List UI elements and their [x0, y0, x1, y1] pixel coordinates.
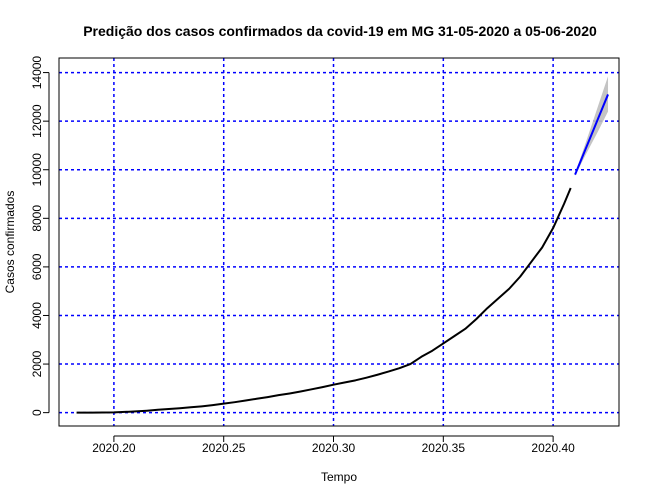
confidence-band-area — [575, 76, 609, 176]
y-tick-label-6: 12000 — [30, 104, 44, 138]
plot-frame — [58, 57, 620, 427]
y-tick-label-0: 0 — [30, 409, 44, 416]
chart-title: Predição dos casos confirmados da covid-… — [83, 23, 597, 39]
grid — [59, 58, 619, 426]
x-axis-label: Tempo — [321, 470, 357, 484]
x-tick-label-0: 2020.20 — [92, 441, 136, 455]
y-tick-label-7: 14000 — [30, 56, 44, 90]
x-tick-label-3: 2020.35 — [422, 441, 466, 455]
y-tick-label-2: 4000 — [30, 302, 44, 329]
x-tick-label-2: 2020.30 — [312, 441, 356, 455]
confidence-band — [575, 76, 609, 176]
y-tick-label-3: 6000 — [30, 253, 44, 280]
y-axis-label: Casos confirmados — [3, 191, 17, 294]
x-tick-label-4: 2020.40 — [531, 441, 575, 455]
x-tick-label-1: 2020.25 — [202, 441, 246, 455]
series-lines — [76, 94, 609, 414]
axes: 2020.20 2020.25 2020.30 2020.35 2020.40 0 2000… — [30, 56, 575, 455]
y-tick-label-5: 10000 — [30, 153, 44, 187]
series-line-0 — [76, 187, 572, 414]
y-tick-label-1: 2000 — [30, 350, 44, 377]
series-line-1 — [574, 94, 609, 175]
y-tick-label-4: 8000 — [30, 205, 44, 232]
